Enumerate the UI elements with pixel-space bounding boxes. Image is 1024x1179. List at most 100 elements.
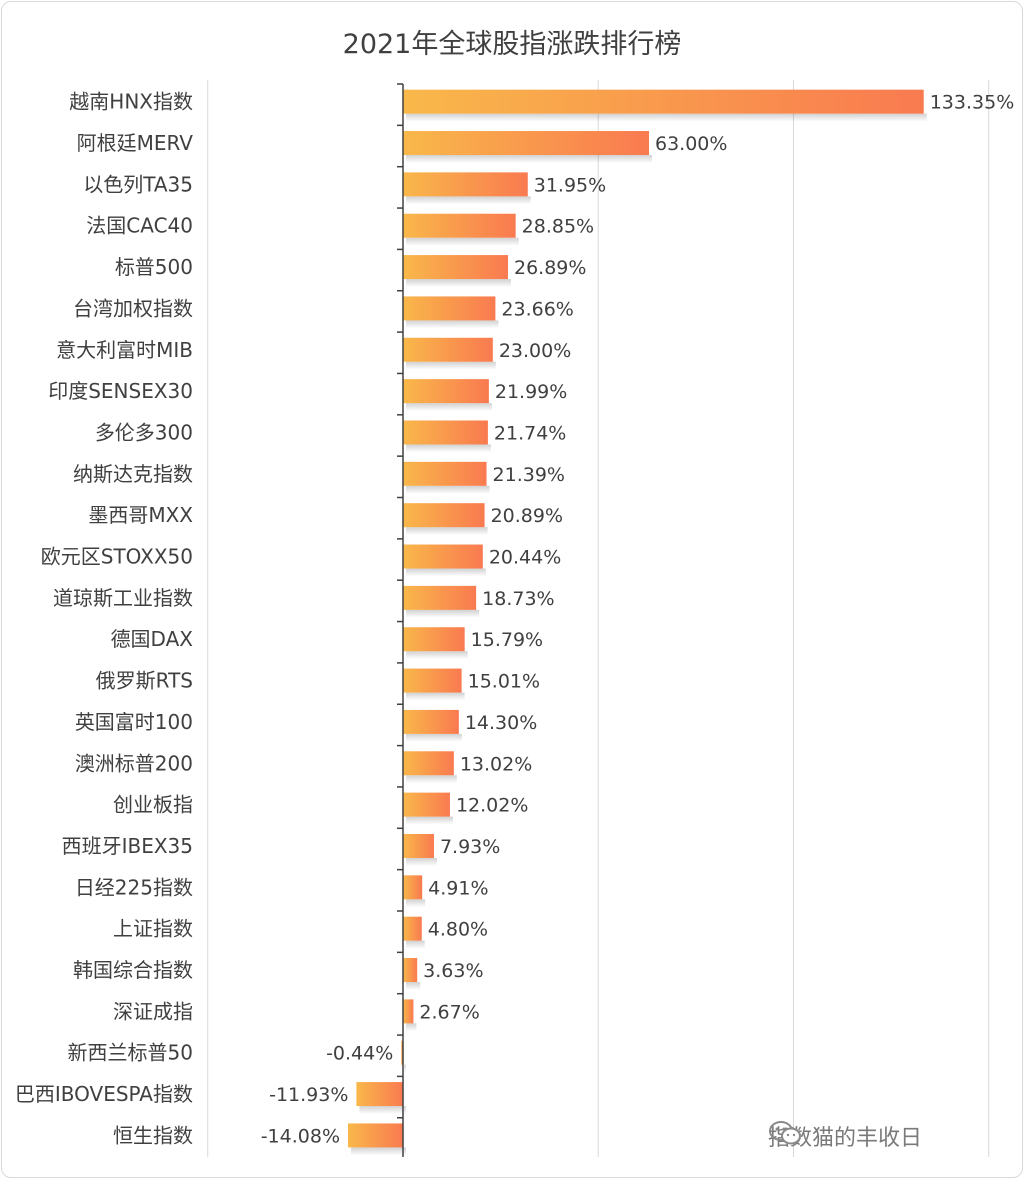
- bar-shadow: [404, 1064, 406, 1073]
- data-label: 7.93%: [440, 836, 500, 858]
- data-label: 15.01%: [468, 671, 540, 693]
- bar: [356, 1082, 403, 1107]
- bar: [403, 916, 422, 941]
- data-label: 21.74%: [494, 422, 566, 444]
- bar: [403, 958, 418, 983]
- bar: [403, 503, 485, 528]
- category-label: 越南HNX指数: [69, 90, 193, 114]
- bar: [403, 213, 516, 238]
- data-label: 13.02%: [460, 753, 532, 775]
- bar-shadow: [406, 899, 426, 908]
- data-label: 28.85%: [522, 216, 594, 238]
- category-label: 以色列TA35: [83, 172, 193, 196]
- data-label: 2.67%: [419, 1001, 479, 1023]
- category-label: 俄罗斯RTS: [96, 669, 193, 693]
- bar-shadow: [406, 113, 927, 122]
- category-label: 创业板指: [113, 793, 193, 817]
- category-label: 标普500: [115, 255, 193, 279]
- category-label: 日经225指数: [75, 875, 193, 899]
- data-label: 133.35%: [930, 92, 1015, 114]
- data-label: 23.00%: [499, 340, 571, 362]
- data-label: 14.30%: [465, 712, 537, 734]
- bar-shadow: [406, 155, 653, 164]
- data-label: -14.08%: [261, 1125, 340, 1147]
- category-label: 纳斯达克指数: [73, 462, 193, 486]
- bar-shadow: [406, 733, 462, 742]
- bar: [403, 709, 459, 734]
- bar: [403, 999, 414, 1024]
- bar-shadow: [406, 692, 465, 701]
- data-label: 12.02%: [456, 795, 528, 817]
- bar: [403, 172, 528, 197]
- category-label: 多伦多300: [95, 420, 193, 444]
- category-label: 深证成指: [113, 999, 193, 1023]
- category-label: 新西兰标普50: [68, 1041, 193, 1065]
- category-label: 英国富时100: [75, 710, 193, 734]
- bar: [403, 337, 493, 362]
- category-label: 印度SENSEX30: [48, 379, 193, 403]
- data-label: 3.63%: [423, 960, 483, 982]
- category-label: 恒生指数: [113, 1123, 193, 1147]
- watermark: 指数猫的丰收日: [768, 1120, 922, 1152]
- data-label: 23.66%: [501, 298, 573, 320]
- data-label: 26.89%: [514, 257, 586, 279]
- data-label: 4.80%: [428, 919, 488, 941]
- category-label: 道琼斯工业指数: [53, 586, 193, 610]
- bar-shadow: [359, 1106, 406, 1115]
- bar: [403, 751, 454, 776]
- bar: [348, 1123, 403, 1148]
- data-label: 21.99%: [495, 381, 567, 403]
- data-label: 20.89%: [491, 505, 563, 527]
- bar: [403, 544, 483, 569]
- bar: [403, 296, 496, 321]
- bar-shadow: [406, 775, 457, 784]
- category-label: 上证指数: [113, 917, 193, 941]
- category-label: 澳洲标普200: [75, 751, 193, 775]
- bar: [403, 792, 450, 817]
- wechat-icon: [769, 1121, 801, 1145]
- bar: [403, 131, 650, 156]
- category-label: 德国DAX: [111, 627, 194, 651]
- bar-shadow: [406, 196, 531, 205]
- data-label: 4.91%: [428, 877, 488, 899]
- data-label: 31.95%: [534, 174, 606, 196]
- bar-shadow: [406, 857, 437, 866]
- bar-shadow: [406, 279, 512, 288]
- data-label: -0.44%: [326, 1043, 393, 1065]
- category-label: 巴西IBOVESPA指数: [15, 1082, 193, 1106]
- bar-shadow: [406, 444, 491, 453]
- bar-shadow: [406, 568, 486, 577]
- bar: [403, 833, 434, 858]
- data-label: 20.44%: [489, 547, 561, 569]
- data-label: 21.39%: [493, 464, 565, 486]
- bar-shadow: [406, 651, 468, 660]
- bar-shadow: [406, 982, 421, 991]
- category-label: 西班牙IBEX35: [62, 834, 193, 858]
- bar-shadow: [406, 320, 499, 329]
- bar: [403, 461, 487, 486]
- bar: [403, 668, 462, 693]
- category-label: 台湾加权指数: [73, 296, 193, 320]
- bar-shadow: [406, 1023, 417, 1032]
- category-label: 意大利富时MIB: [56, 338, 193, 362]
- bar: [403, 420, 488, 445]
- data-label: -11.93%: [269, 1084, 348, 1106]
- bar-shadow: [351, 1147, 406, 1156]
- category-label: 法国CAC40: [86, 214, 193, 238]
- bar: [403, 255, 509, 280]
- bar: [403, 89, 924, 114]
- data-label: 15.79%: [471, 629, 543, 651]
- bar-shadow: [406, 403, 492, 412]
- bar-shadow: [406, 609, 480, 618]
- bar: [401, 1040, 403, 1065]
- bar-shadow: [406, 940, 425, 949]
- bar: [403, 875, 423, 900]
- chart-title: 2021年全球股指涨跌排行榜: [342, 29, 682, 60]
- data-label: 63.00%: [655, 133, 727, 155]
- category-label: 阿根廷MERV: [77, 131, 194, 155]
- bar-shadow: [406, 816, 453, 825]
- category-label: 欧元区STOXX50: [41, 545, 193, 569]
- data-label: 18.73%: [482, 588, 554, 610]
- bar: [403, 585, 477, 610]
